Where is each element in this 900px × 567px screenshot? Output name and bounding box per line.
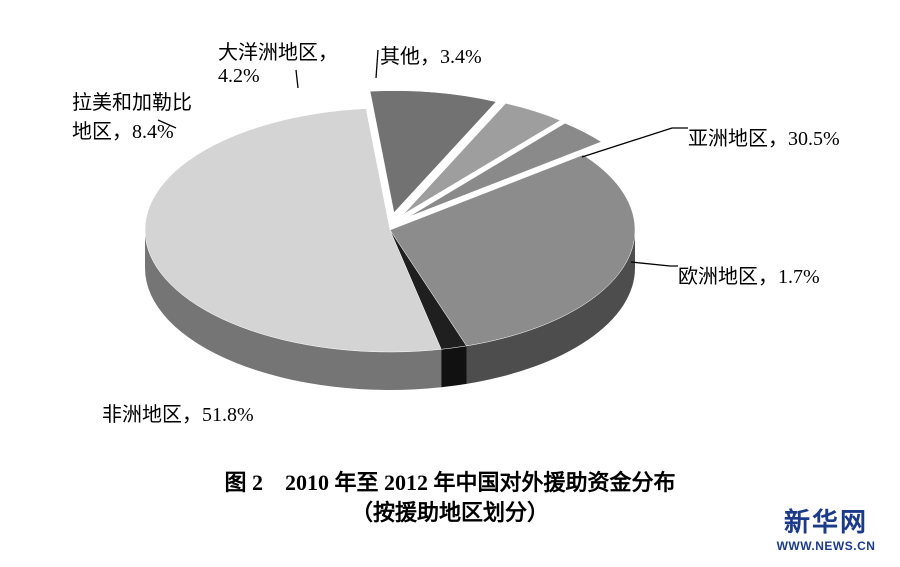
slice-label: 非洲地区，51.8% [102,398,254,427]
slice-label: 欧洲地区，1.7% [678,260,820,289]
leader-line [631,262,678,266]
chart-title-line1: 图 2 2010 年至 2012 年中国对外援助资金分布 [0,465,900,497]
slice-label: 大洋洲地区，4.2% [218,36,338,88]
slice-label: 亚洲地区，30.5% [688,122,840,151]
leader-line [376,50,378,78]
slice-label: 其他，3.4% [380,40,482,69]
slice-label: 拉美和加勒比地区，8.4% [72,86,192,144]
slice-side [441,346,466,387]
source-logo: 新华网 WWW.NEWS.CN [766,502,886,553]
logo-text-en: WWW.NEWS.CN [766,539,886,553]
chart-title-line2: （按援助地区划分） [0,495,900,527]
logo-text-cn: 新华网 [766,502,886,539]
chart-container: 亚洲地区，30.5% 欧洲地区，1.7% 非洲地区，51.8% 拉美和加勒比地区，8.… [0,0,900,567]
